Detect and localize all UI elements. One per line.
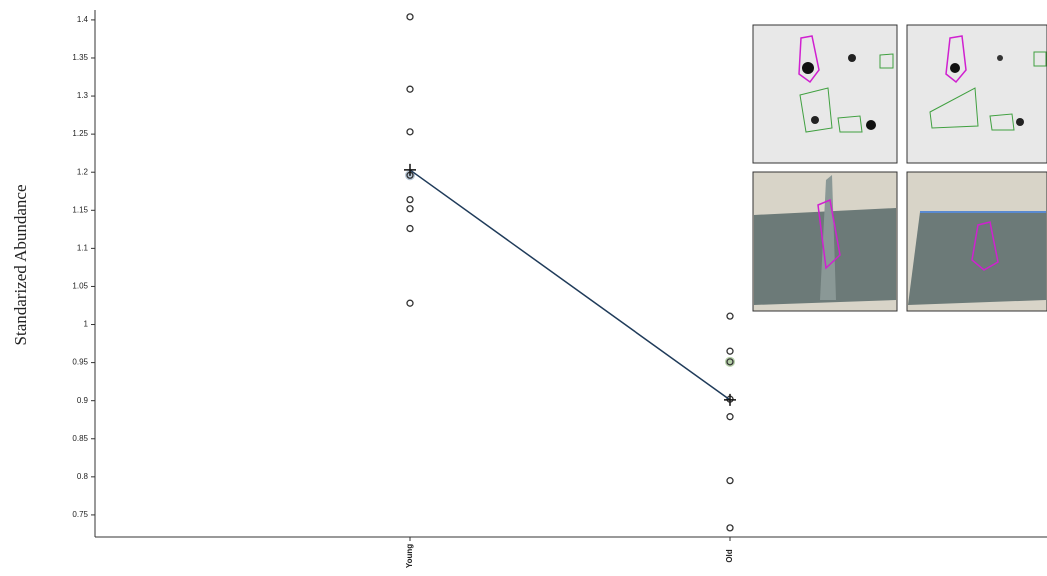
data-point bbox=[407, 197, 413, 203]
mean-line bbox=[410, 170, 730, 400]
y-tick-label: 1.25 bbox=[72, 129, 88, 138]
data-point bbox=[407, 14, 413, 20]
y-tick-label: 1.2 bbox=[77, 167, 89, 176]
y-tick-label: 1.1 bbox=[77, 243, 89, 252]
y-tick-label: 0.75 bbox=[72, 510, 88, 519]
data-point bbox=[407, 206, 413, 212]
data-point bbox=[407, 226, 413, 232]
gel-spot bbox=[866, 120, 876, 130]
data-point bbox=[727, 348, 733, 354]
gel-images bbox=[753, 25, 1047, 311]
mean-marker bbox=[724, 394, 736, 406]
y-axis-title: Standarized Abundance bbox=[11, 185, 30, 346]
chart: Standarized Abundance 0.75 0.8 0.85 0.9 0.95… bbox=[0, 0, 1047, 576]
gel-spot bbox=[1016, 118, 1024, 126]
data-point bbox=[407, 86, 413, 92]
y-tick-label: 1.15 bbox=[72, 205, 88, 214]
y-tick-label: 0.8 bbox=[77, 472, 89, 481]
y-tick-label: 1 bbox=[84, 320, 89, 329]
gel-panel bbox=[753, 25, 897, 163]
gel-spot bbox=[811, 116, 819, 124]
gel-spot bbox=[950, 63, 960, 73]
data-point bbox=[727, 478, 733, 484]
y-tick-label: 0.85 bbox=[72, 434, 88, 443]
y-tick-label: 1.05 bbox=[72, 282, 88, 291]
x-tick-label: Young bbox=[405, 544, 414, 568]
gel-spot bbox=[997, 55, 1003, 61]
y-tick-label: 1.3 bbox=[77, 91, 89, 100]
data-point bbox=[727, 313, 733, 319]
y-tick-label: 1.4 bbox=[77, 15, 89, 24]
gel-panel bbox=[907, 25, 1047, 163]
y-tick-label: 0.9 bbox=[77, 396, 89, 405]
data-point bbox=[727, 525, 733, 531]
data-point bbox=[727, 414, 733, 420]
gel-spot bbox=[802, 62, 814, 74]
x-tick-label: Old bbox=[725, 549, 734, 562]
y-tick-label: 0.95 bbox=[72, 358, 88, 367]
data-point bbox=[407, 300, 413, 306]
y-tick-label: 1.35 bbox=[72, 53, 88, 62]
gel-spot bbox=[848, 54, 856, 62]
gel-surface bbox=[908, 212, 1046, 305]
data-point bbox=[407, 129, 413, 135]
